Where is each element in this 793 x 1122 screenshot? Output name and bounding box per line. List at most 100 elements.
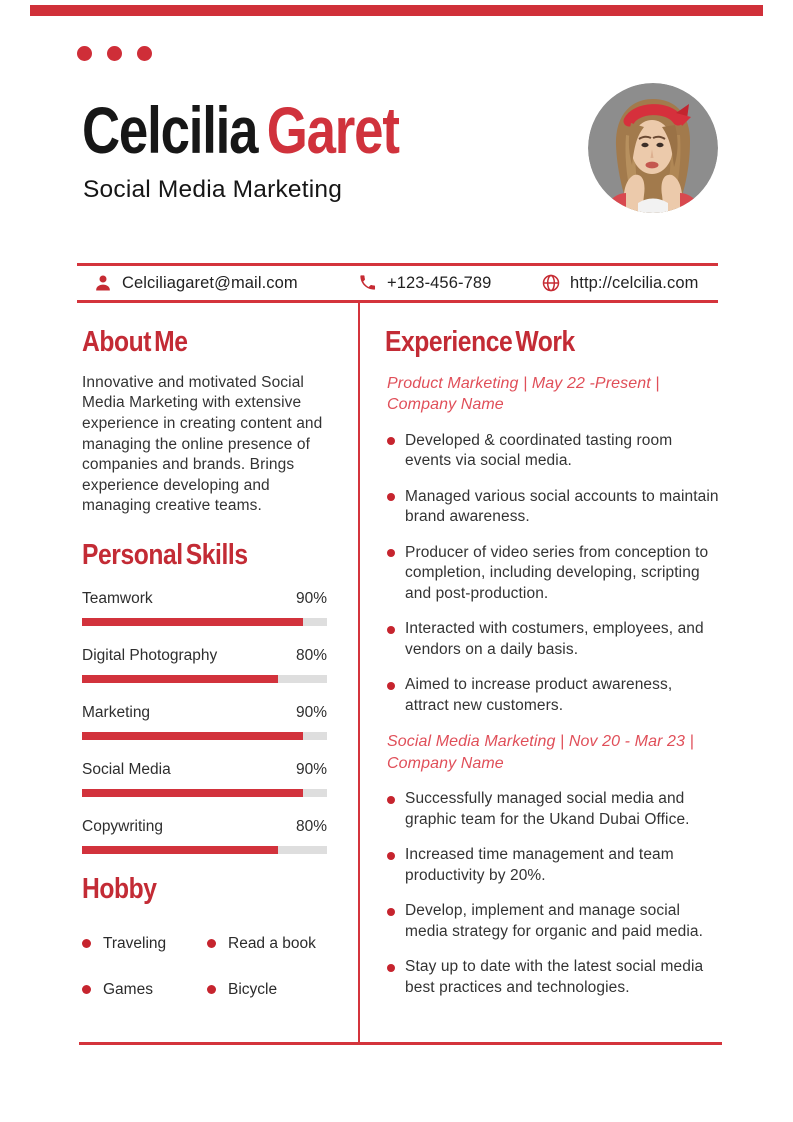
job-bullet-text: Stay up to date with the latest social m…: [405, 958, 704, 996]
bullet-icon: [387, 549, 395, 558]
hobby-heading: Hobby: [82, 872, 157, 905]
skill-label: Teamwork: [82, 589, 153, 607]
hobby-item: Traveling: [82, 934, 207, 954]
top-accent-bar: [30, 5, 763, 16]
job-bullet-text: Aimed to increase product awareness, att…: [405, 676, 673, 714]
contact-email-text: Celciliagaret@mail.com: [122, 273, 298, 292]
phone-icon: [358, 273, 378, 293]
globe-icon: [541, 273, 561, 293]
skill-row: Marketing 90%: [82, 703, 327, 723]
skill-item: Copywriting 80%: [82, 817, 327, 854]
jobs-list: Product Marketing | May 22 -Present | Co…: [385, 373, 719, 999]
skill-percent: 90%: [295, 589, 327, 607]
job-bullet-text: Develop, implement and manage social med…: [405, 902, 704, 940]
bullet-icon: [387, 681, 395, 690]
bullet-icon: [387, 963, 395, 972]
contact-website-text: http://celcilia.com: [570, 273, 699, 292]
skill-percent: 90%: [295, 703, 327, 721]
bullet-icon: [82, 939, 91, 949]
job-bullet-text: Interacted with costumers, employees, an…: [405, 620, 704, 658]
job-bullet-text: Developed & coordinated tasting room eve…: [405, 431, 673, 470]
skill-item: Social Media 90%: [82, 760, 327, 797]
skills-list: Teamwork 90% Digital Photography 80% Mar…: [82, 589, 327, 854]
skill-bar-track: [82, 674, 327, 683]
skill-bar-fill: [82, 674, 278, 683]
contact-website[interactable]: http://celcilia.com: [541, 266, 698, 300]
skill-item: Marketing 90%: [82, 703, 327, 740]
skill-row: Teamwork 90%: [82, 589, 327, 609]
person-name: Celcilia Garet: [82, 97, 400, 163]
skill-bar-fill: [82, 731, 303, 740]
skill-row: Social Media 90%: [82, 760, 327, 780]
skills-heading: Personal Skills: [82, 539, 248, 572]
job-bullet: Stay up to date with the latest social m…: [387, 957, 719, 998]
dot-icon: [107, 46, 122, 61]
job-title: Product Marketing | May 22 -Present | Co…: [387, 374, 660, 414]
skill-label: Digital Photography: [82, 646, 218, 664]
hobby-list: Traveling Read a book Games Bicycle: [82, 934, 327, 1000]
dot-icon: [77, 46, 92, 61]
bullet-icon: [82, 985, 91, 995]
job-bullet-list: Successfully managed social media and gr…: [387, 789, 719, 998]
last-name: Garet: [266, 93, 400, 167]
dot-icon: [137, 46, 152, 61]
about-text: Innovative and motivated Social Media Ma…: [82, 373, 323, 515]
bullet-icon: [387, 907, 395, 916]
job-bullet-text: Increased time management and team produ…: [405, 846, 674, 884]
hobby-label: Read a book: [228, 934, 316, 952]
skill-label: Copywriting: [82, 817, 163, 835]
skill-percent: 80%: [295, 646, 327, 664]
job-bullet: Increased time management and team produ…: [387, 845, 719, 886]
first-name: Celcilia: [82, 93, 267, 167]
skill-bar-fill: [82, 845, 278, 854]
skill-label: Marketing: [82, 703, 151, 721]
profile-photo: [588, 83, 718, 213]
job-bullet-list: Developed & coordinated tasting room eve…: [387, 431, 719, 717]
skill-bar-fill: [82, 617, 303, 626]
hobby-label: Games: [103, 980, 153, 998]
job-bullet-text: Successfully managed social media and gr…: [405, 790, 690, 828]
job-bullet: Developed & coordinated tasting room eve…: [387, 431, 719, 472]
left-column: About Me Innovative and motivated Social…: [82, 315, 327, 1000]
skill-label: Social Media: [82, 760, 171, 778]
skill-bar-track: [82, 788, 327, 797]
job-bullet: Successfully managed social media and gr…: [387, 789, 719, 830]
person-icon: [93, 273, 113, 293]
job-bullet: Interacted with costumers, employees, an…: [387, 619, 719, 660]
experience-heading: Experience Work: [385, 326, 575, 358]
bullet-icon: [387, 851, 395, 860]
skill-bar-track: [82, 845, 327, 854]
skill-percent: 80%: [295, 817, 327, 835]
bottom-rule: [79, 1042, 722, 1045]
contact-email[interactable]: Celciliagaret@mail.com: [93, 266, 298, 300]
bullet-icon: [207, 985, 216, 995]
bullet-icon: [207, 939, 216, 949]
bullet-icon: [387, 493, 395, 502]
column-divider: [358, 300, 360, 1044]
contact-phone[interactable]: +123-456-789: [358, 266, 491, 300]
job-entry: Social Media Marketing | Nov 20 - Mar 23…: [387, 731, 719, 998]
skill-bar-fill: [82, 788, 303, 797]
skill-bar-track: [82, 731, 327, 740]
profile-photo-illustration: [588, 83, 718, 213]
about-heading: About Me: [82, 326, 188, 358]
job-bullet: Managed various social accounts to maint…: [387, 487, 719, 528]
bullet-icon: [387, 437, 395, 446]
hobby-item: Read a book: [207, 934, 327, 954]
job-bullet-text: Producer of video series from conception…: [405, 543, 709, 602]
hobby-item: Games: [82, 980, 207, 1000]
person-job-title: Social Media Marketing: [83, 176, 343, 203]
skill-item: Teamwork 90%: [82, 589, 327, 626]
decorative-dots: [77, 46, 152, 61]
contact-phone-text: +123-456-789: [387, 273, 492, 292]
job-bullet-text: Managed various social accounts to maint…: [405, 487, 719, 526]
bullet-icon: [387, 795, 395, 804]
job-bullet: Develop, implement and manage social med…: [387, 901, 719, 942]
hobby-label: Traveling: [103, 934, 167, 952]
right-column: Experience Work Product Marketing | May …: [385, 315, 719, 1013]
contact-bar: Celciliagaret@mail.com +123-456-789 http…: [77, 263, 718, 303]
job-bullet: Producer of video series from conception…: [387, 543, 719, 605]
skill-bar-track: [82, 617, 327, 626]
skill-percent: 90%: [295, 760, 327, 778]
